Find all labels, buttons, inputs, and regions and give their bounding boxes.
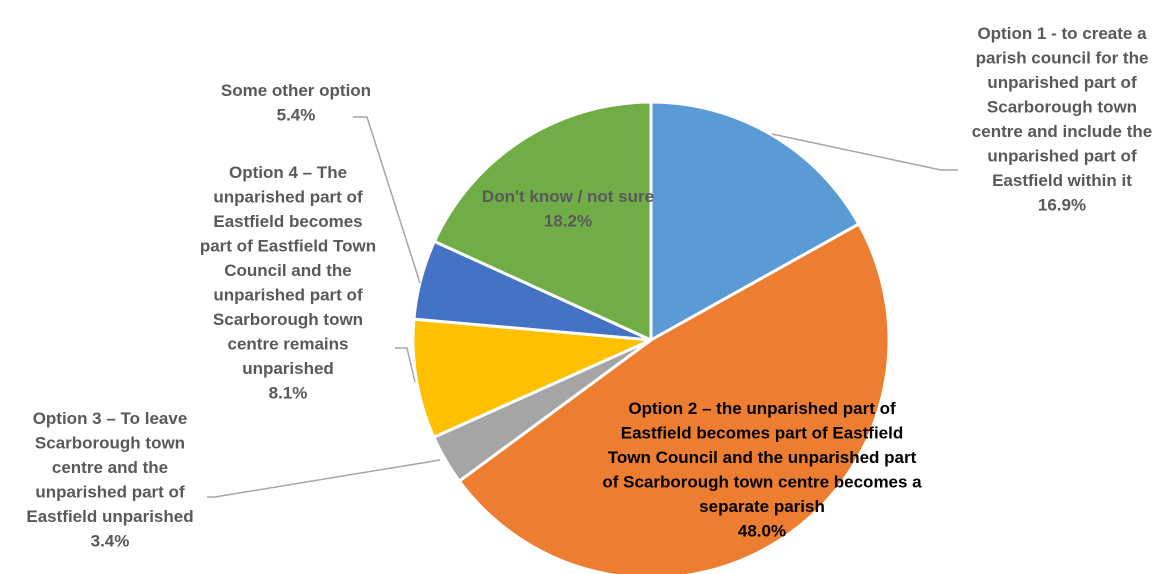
slice-category-label: Option 3 – To leave bbox=[33, 409, 188, 428]
data-label-option1: Option 1 - to create a parish council for… bbox=[972, 24, 1152, 215]
data-label-option4: Option 4 – The unparished part of Eastfiel… bbox=[200, 163, 376, 403]
slice-category-label: centre and include the bbox=[972, 122, 1152, 141]
slice-category-label: Eastfield becomes bbox=[213, 212, 362, 231]
slice-category-label: Scarborough town bbox=[987, 98, 1137, 117]
slice-category-label: Don't know / not sure bbox=[482, 187, 654, 206]
slice-category-label: Scarborough town bbox=[213, 310, 363, 329]
slice-category-label: separate parish bbox=[699, 497, 825, 516]
slice-category-label: Eastfield within it bbox=[992, 171, 1132, 190]
leader-line-option4 bbox=[395, 347, 416, 383]
leader-line-other bbox=[353, 116, 421, 284]
slice-value-label: 8.1% bbox=[269, 384, 308, 403]
data-label-option2: Option 2 – the unparished part of Eastfie… bbox=[602, 399, 922, 541]
data-label-option3: Option 3 – To leave Scarborough town centr… bbox=[26, 409, 193, 551]
pie-slice-dont-know bbox=[432, 100, 653, 342]
labels-layer: Option 1 - to create a parish council for… bbox=[26, 24, 1152, 551]
slice-value-label: 16.9% bbox=[1038, 196, 1086, 215]
slice-category-label: unparished bbox=[242, 359, 334, 378]
pie-slice-option1 bbox=[649, 100, 861, 342]
slice-category-label: Town Council and the unparished part bbox=[608, 448, 917, 467]
slice-value-label: 5.4% bbox=[277, 106, 316, 125]
pie-slice-option2 bbox=[457, 222, 891, 574]
slice-category-label: Eastfield becomes part of Eastfield bbox=[621, 424, 903, 443]
slice-category-label: unparished part of bbox=[987, 147, 1137, 166]
slice-category-label: centre remains bbox=[228, 335, 349, 354]
pie-slice-option4 bbox=[411, 317, 653, 439]
slice-category-label: unparished part of bbox=[213, 188, 363, 207]
slice-category-label: parish council for the bbox=[976, 49, 1149, 68]
slice-value-label: 3.4% bbox=[91, 532, 130, 551]
slice-category-label: unparished part of bbox=[213, 286, 363, 305]
data-label-other: Some other option 5.4% bbox=[221, 81, 371, 125]
slice-category-label: part of Eastfield Town bbox=[200, 237, 376, 256]
leader-lines-layer bbox=[207, 116, 958, 498]
slice-category-label: Scarborough town bbox=[35, 434, 185, 453]
leader-line-option1 bbox=[771, 133, 958, 171]
slice-category-label: centre and the bbox=[52, 458, 168, 477]
slice-category-label: unparished part of bbox=[35, 483, 185, 502]
slice-category-label: Council and the bbox=[224, 261, 352, 280]
slice-category-label: Some other option bbox=[221, 81, 371, 100]
slice-category-label: Eastfield unparished bbox=[26, 507, 193, 526]
slice-category-label: Option 1 - to create a bbox=[977, 24, 1147, 43]
slice-category-label: Option 2 – the unparished part of bbox=[628, 399, 896, 418]
data-label-dont-know: Don't know / not sure 18.2% bbox=[482, 187, 654, 231]
slices-layer bbox=[411, 100, 891, 574]
slice-category-label: unparished part of bbox=[987, 73, 1137, 92]
slice-value-label: 48.0% bbox=[738, 522, 786, 541]
slice-value-label: 18.2% bbox=[544, 212, 592, 231]
slice-category-label: of Scarborough town centre becomes a bbox=[602, 473, 922, 492]
leader-line-option3 bbox=[207, 459, 441, 498]
slice-category-label: Option 4 – The bbox=[229, 163, 347, 182]
